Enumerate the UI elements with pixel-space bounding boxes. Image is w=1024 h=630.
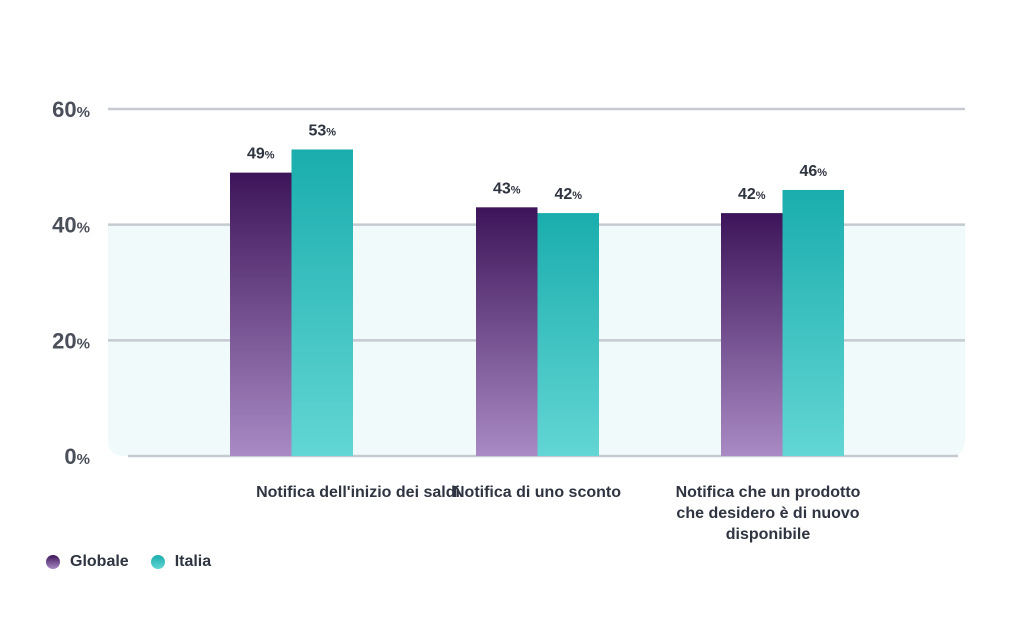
legend: Globale Italia [46,553,211,571]
category-label: Notifica dell'inizio dei saldi [256,484,460,501]
bar-italia [782,189,844,456]
legend-swatch-italia [150,555,165,569]
legend-swatch-globale [46,555,60,569]
bar-italia [291,149,353,456]
y-tick-label: 20% [52,328,90,353]
y-tick-label: 40% [52,213,90,238]
y-tick-label: 0% [64,444,90,469]
legend-item-globale: Globale [46,553,129,571]
legend-label: Globale [70,553,129,570]
data-label: 43% [493,180,521,197]
data-label: 46% [799,163,827,180]
data-label: 42% [554,186,582,203]
bar-italia [537,213,599,456]
legend-item-italia: Italia [150,553,212,571]
data-label: 42% [738,186,766,203]
legend-label: Italia [174,553,212,570]
data-label: 49% [247,146,275,163]
bar-globale [721,213,783,456]
category-label: Notifica di uno sconto [453,484,621,501]
category-label: Notifica che un prodotto che desidero è … [675,484,861,543]
bar-globale [476,207,538,456]
bar-globale [230,172,292,456]
y-tick-label: 60% [52,97,90,122]
data-label: 53% [308,122,336,139]
